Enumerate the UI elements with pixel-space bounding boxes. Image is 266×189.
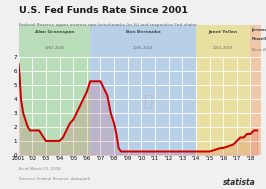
- Text: statista: statista: [223, 178, 255, 187]
- Text: Sources: Federal Reserve, dataspark: Sources: Federal Reserve, dataspark: [19, 177, 90, 181]
- Bar: [251, 57, 261, 155]
- Text: 1987–2006: 1987–2006: [44, 46, 65, 50]
- Text: As of March 22, 2018: As of March 22, 2018: [19, 167, 60, 171]
- Text: Federal Reserve upper interest rate benchmarks (in %) and respective Fed chairs: Federal Reserve upper interest rate benc…: [19, 23, 196, 27]
- Text: 2006–2014: 2006–2014: [133, 46, 153, 50]
- Bar: [19, 57, 90, 155]
- Bar: [90, 25, 196, 57]
- Text: U.S. Fed Funds Rate Since 2001: U.S. Fed Funds Rate Since 2001: [19, 6, 188, 15]
- Text: Alan Greenspan: Alan Greenspan: [35, 30, 74, 34]
- Text: 🏛: 🏛: [144, 94, 153, 109]
- Text: 2014–2018: 2014–2018: [213, 46, 233, 50]
- Bar: [90, 57, 196, 155]
- Text: Powell: Powell: [252, 37, 266, 41]
- Bar: [19, 25, 90, 57]
- Text: Ben Bernanke: Ben Bernanke: [126, 30, 160, 34]
- Text: Janet Yellen: Janet Yellen: [209, 30, 238, 34]
- Bar: [251, 25, 261, 57]
- Bar: [196, 57, 251, 155]
- Bar: [196, 25, 251, 57]
- Text: S: S: [252, 178, 256, 184]
- Text: Since 2018: Since 2018: [252, 48, 266, 52]
- Text: Jerome: Jerome: [252, 28, 266, 32]
